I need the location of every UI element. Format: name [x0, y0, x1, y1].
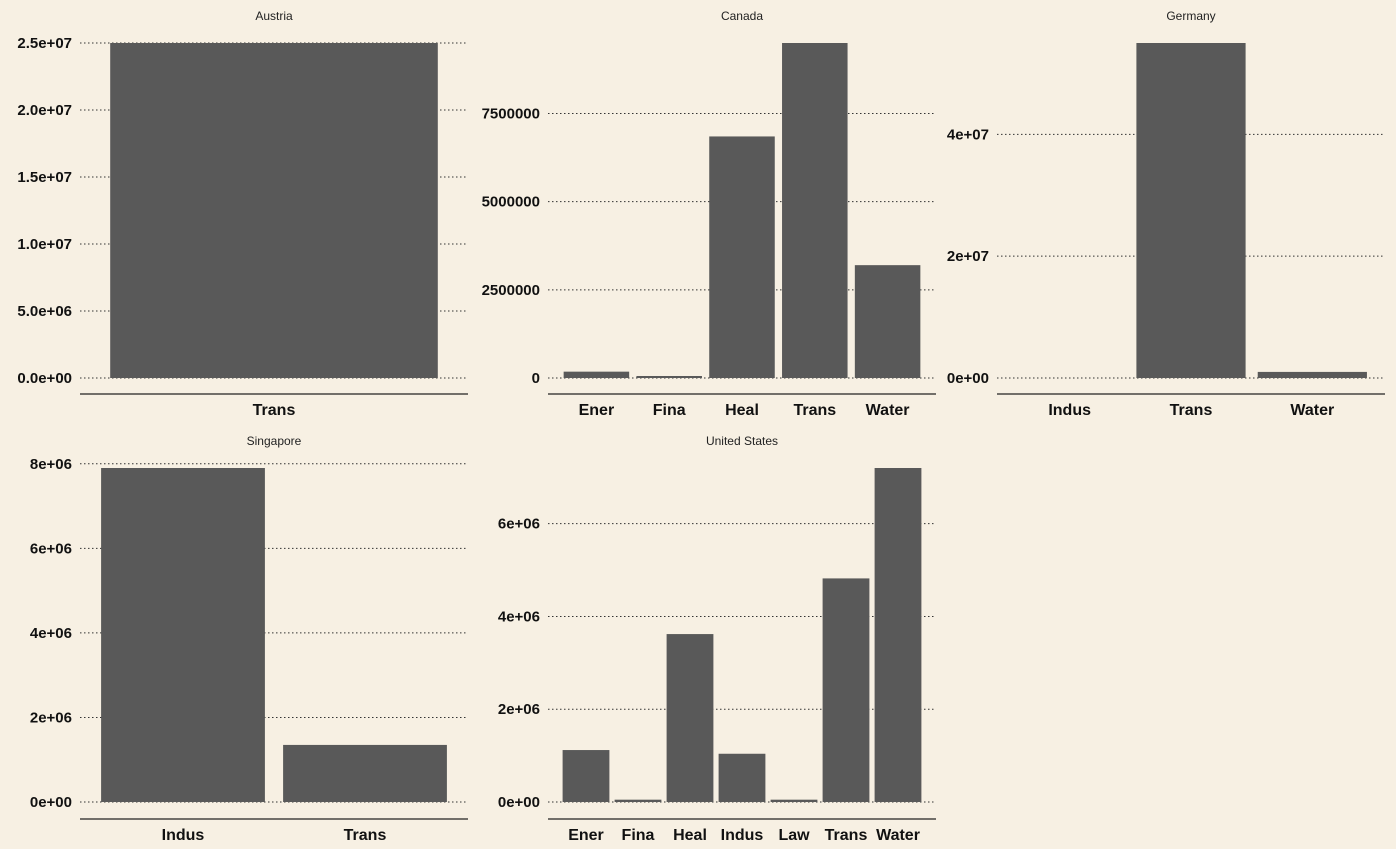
x-tick-label: Water: [866, 402, 910, 419]
y-tick-label: 4e+06: [30, 625, 72, 642]
facet-title: Austria: [255, 9, 293, 23]
y-tick-label: 4e+06: [498, 608, 540, 625]
x-tick-label: Ener: [568, 827, 604, 844]
bar: [101, 468, 265, 802]
x-tick-label: Heal: [725, 402, 759, 419]
bar: [718, 753, 766, 802]
y-tick-label: 0.0e+00: [17, 370, 72, 387]
y-tick-label: 5000000: [482, 194, 540, 211]
x-tick-label: Heal: [673, 827, 707, 844]
bar: [874, 468, 922, 802]
y-tick-label: 0: [532, 370, 540, 387]
y-tick-label: 8e+06: [30, 456, 72, 473]
x-tick-label: Fina: [622, 827, 655, 844]
y-tick-label: 2.0e+07: [17, 102, 72, 119]
x-tick-label: Trans: [253, 402, 296, 419]
y-tick-label: 1.5e+07: [17, 169, 72, 186]
facet-title: Singapore: [247, 434, 302, 448]
bar: [854, 265, 921, 378]
y-tick-label: 4e+07: [947, 126, 989, 143]
bar: [614, 799, 662, 802]
y-tick-label: 2e+06: [30, 709, 72, 726]
bar: [283, 744, 447, 802]
bar: [563, 371, 630, 378]
bar: [1136, 43, 1246, 378]
y-tick-label: 0e+00: [947, 370, 989, 387]
bar: [822, 578, 870, 802]
x-tick-label: Law: [778, 827, 810, 844]
y-tick-label: 1.0e+07: [17, 236, 72, 253]
y-tick-label: 6e+06: [30, 540, 72, 557]
bar: [666, 634, 714, 802]
x-tick-label: Water: [876, 827, 920, 844]
x-tick-label: Fina: [653, 402, 686, 419]
bar: [110, 43, 438, 378]
bar: [770, 799, 818, 802]
x-tick-label: Ener: [579, 402, 615, 419]
x-tick-label: Trans: [825, 827, 868, 844]
x-tick-label: Trans: [344, 827, 387, 844]
x-tick-label: Trans: [1170, 402, 1213, 419]
y-tick-label: 5.0e+06: [17, 303, 72, 320]
x-tick-label: Trans: [793, 402, 836, 419]
y-tick-label: 7500000: [482, 106, 540, 123]
y-tick-label: 0e+00: [30, 794, 72, 811]
bar: [1257, 371, 1367, 378]
y-tick-label: 2e+06: [498, 701, 540, 718]
bar: [636, 376, 702, 378]
bar: [782, 43, 848, 378]
facet-title: United States: [706, 434, 778, 448]
y-tick-label: 2.5e+07: [17, 35, 72, 52]
y-tick-label: 2e+07: [947, 248, 989, 265]
facet-title: Germany: [1166, 9, 1215, 23]
facet-title: Canada: [721, 9, 763, 23]
x-tick-label: Indus: [162, 827, 205, 844]
y-tick-label: 2500000: [482, 282, 540, 299]
bar: [562, 750, 610, 802]
bar: [709, 136, 775, 378]
y-tick-label: 6e+06: [498, 516, 540, 533]
x-tick-label: Water: [1290, 402, 1334, 419]
y-tick-label: 0e+00: [498, 794, 540, 811]
x-tick-label: Indus: [1048, 402, 1091, 419]
x-tick-label: Indus: [721, 827, 764, 844]
